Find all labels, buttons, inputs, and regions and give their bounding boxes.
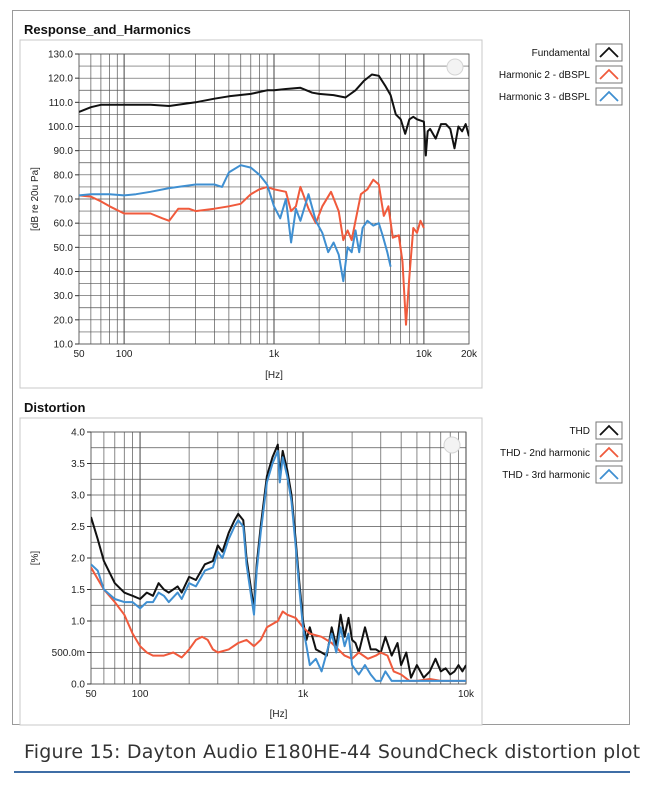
y-tick-label: 100.0 [48, 122, 73, 133]
x-tick-label: 100 [132, 689, 149, 700]
legend-swatch [595, 43, 623, 62]
chart-0: Response_and_Harmonics 10.0 20.0 30.0 40.0 50… [19, 22, 626, 389]
legend: THD THD - 2nd harmonic THD - 3rd harmonic [484, 418, 626, 490]
y-tick-label: 80.0 [54, 170, 74, 181]
legend-label: THD [569, 426, 590, 437]
y-tick-label: 130.0 [48, 50, 73, 61]
x-tick-label: 20k [461, 349, 478, 360]
series-line-harmonic-2-dbspl [79, 178, 425, 326]
zoom-icon [443, 436, 461, 454]
legend-label: Harmonic 2 - dBSPL [499, 70, 591, 81]
legend-swatch-line [599, 46, 619, 58]
x-tick-label: 10k [458, 689, 475, 700]
legend-swatch-line [599, 446, 619, 458]
legend-label: THD - 3rd harmonic [502, 470, 590, 481]
legend-swatch-line [599, 424, 619, 436]
x-tick-label: 50 [73, 349, 85, 360]
legend-label: Harmonic 3 - dBSPL [499, 92, 591, 103]
legend-swatch [595, 421, 623, 440]
caption-rule [14, 771, 630, 773]
legend-swatch [595, 443, 623, 462]
y-tick-label: 60.0 [54, 219, 74, 230]
y-tick-label: 4.0 [71, 428, 85, 439]
y-tick-label: 90.0 [54, 146, 74, 157]
y-tick-label: 70.0 [54, 195, 74, 206]
y-tick-label: 3.5 [71, 459, 85, 470]
grid-lines [90, 431, 467, 685]
series-line-thd-2nd-harmonic [91, 566, 466, 682]
chart-title: Distortion [24, 400, 85, 415]
y-tick-label: 3.0 [71, 491, 85, 502]
y-tick-label: 120.0 [48, 74, 73, 85]
series-line-harmonic-3-dbspl [79, 164, 392, 283]
y-tick-label: 50.0 [54, 243, 74, 254]
legend-swatch-line [599, 90, 619, 102]
y-axis-label: [%] [30, 551, 41, 566]
x-tick-label: 1k [298, 689, 310, 700]
legend-swatch-line [599, 68, 619, 80]
y-tick-label: 500.0m [52, 648, 85, 659]
y-tick-label: 0.0 [71, 680, 85, 691]
legend-swatch [595, 87, 623, 106]
legend-label: Fundamental [532, 48, 590, 59]
y-tick-label: 10.0 [54, 340, 74, 351]
x-tick-label: 50 [85, 689, 97, 700]
figure-caption: Figure 15: Dayton Audio E180HE-44 SoundC… [24, 741, 641, 763]
y-tick-label: 1.0 [71, 617, 85, 628]
legend-swatch [595, 65, 623, 84]
chart-canvas: Response_and_Harmonics 10.0 20.0 30.0 40.0 50… [19, 22, 626, 726]
x-tick-label: 10k [416, 349, 433, 360]
y-tick-label: 1.5 [71, 585, 85, 596]
x-tick-label: 100 [116, 349, 133, 360]
y-tick-label: 40.0 [54, 267, 74, 278]
zoom-icon [446, 58, 464, 76]
legend-swatch [595, 465, 623, 484]
y-tick-label: 30.0 [54, 291, 74, 302]
series-line-fundamental [79, 73, 469, 157]
y-tick-label: 2.5 [71, 522, 85, 533]
legend-swatch-line [599, 468, 619, 480]
series-line-thd-3rd-harmonic [91, 449, 466, 682]
y-tick-label: 2.0 [71, 554, 85, 565]
y-tick-label: 110.0 [49, 98, 74, 109]
x-axis-label: [Hz] [265, 370, 283, 381]
y-tick-label: 20.0 [54, 315, 74, 326]
legend-label: THD - 2nd harmonic [500, 448, 590, 459]
chart-title: Response_and_Harmonics [24, 22, 191, 37]
y-axis-label: [dB re 20u Pa] [30, 167, 41, 231]
legend: Fundamental Harmonic 2 - dBSPL Harmonic 3 … [484, 40, 626, 112]
x-axis-label: [Hz] [270, 709, 288, 720]
chart-1: Distortion 0.0 500.0m 1.0 1.5 2.0 2.5 3.0 3.5 4.0… [19, 400, 626, 726]
x-tick-label: 1k [269, 349, 281, 360]
